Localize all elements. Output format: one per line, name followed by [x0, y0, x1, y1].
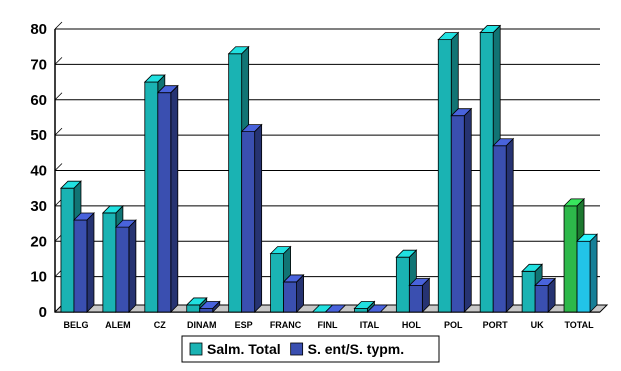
x-tick-label: UK [531, 320, 544, 330]
x-tick-label: DINAM [187, 320, 217, 330]
y-tick-label: 10 [30, 269, 47, 286]
gridline-depth [54, 92, 63, 101]
y-tick-label: 20 [30, 233, 47, 250]
x-tick-label: CZ [154, 320, 166, 330]
y-tick-label: 0 [39, 304, 47, 321]
legend-swatch [189, 342, 203, 356]
y-tick-label: 70 [30, 56, 47, 73]
bar-total-series-2 [576, 233, 599, 313]
bar-franc-series-2 [282, 273, 305, 313]
bar-cz-series-2 [156, 84, 179, 313]
legend: Salm. Total S. ent/S. typm. [181, 335, 440, 363]
x-tick-label: ALEM [105, 320, 131, 330]
legend-swatch [290, 342, 304, 356]
legend-box [181, 335, 440, 363]
legend-label: Salm. Total [207, 341, 281, 357]
y-tick-label: 30 [30, 198, 47, 215]
x-tick-label: ESP [235, 320, 253, 330]
bar-uk-series-2 [534, 277, 557, 313]
x-tick-label: BELG [63, 320, 88, 330]
x-tick-label: FRANC [270, 320, 302, 330]
x-tick-label: TOTAL [564, 320, 594, 330]
bar-ital-series-1 [353, 300, 376, 313]
gridline-depth [54, 163, 63, 171]
y-tick-label: 50 [30, 127, 47, 144]
gridline-depth [54, 127, 63, 136]
gridline-depth [54, 21, 63, 30]
y-tick-label: 60 [30, 92, 47, 109]
x-tick-label: ITAL [360, 320, 380, 330]
bar-hol-series-2 [408, 277, 431, 313]
bar-finl-series-2 [324, 304, 347, 313]
legend-label: S. ent/S. typm. [308, 341, 404, 357]
bar-pol-series-2 [450, 107, 473, 313]
x-tick-label: FINL [318, 320, 338, 330]
y-tick-label: 80 [30, 21, 47, 38]
x-axis-ticks: BELG ALEM CZ DINAM ESP FRANC FINL ITAL HOL POL POR… [63, 320, 594, 330]
x-tick-label: PORT [483, 320, 509, 330]
bar-port-series-2 [492, 137, 515, 313]
x-tick-label: POL [444, 320, 463, 330]
gridline-depth [54, 57, 63, 65]
grid-lines [54, 21, 600, 313]
bar-esp-series-2 [240, 123, 263, 313]
bar-ital-series-2 [366, 304, 389, 313]
bar-alem-series-2 [114, 219, 137, 313]
y-axis-ticks: 0 10 20 30 40 50 60 70 80 [30, 21, 47, 321]
bar-belg-series-2 [72, 212, 95, 313]
bars [59, 24, 599, 313]
x-tick-label: HOL [402, 320, 422, 330]
bar-dinam-series-2 [198, 300, 221, 313]
y-tick-label: 40 [30, 163, 47, 180]
